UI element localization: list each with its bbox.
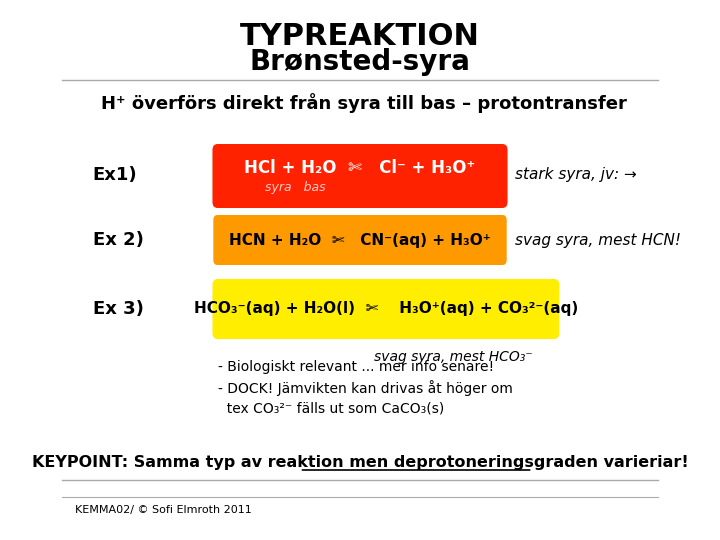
Text: Ex 2): Ex 2) [92,231,143,249]
FancyBboxPatch shape [212,279,559,339]
Text: - Biologiskt relevant ... mer info senare!
- DOCK! Jämvikten kan drivas åt höger: - Biologiskt relevant ... mer info senar… [217,360,513,416]
Text: KEYPOINT: Samma typ av reaktion men deprotoneringsgraden varieriar!: KEYPOINT: Samma typ av reaktion men depr… [32,456,688,470]
Text: Brønsted-syra: Brønsted-syra [250,48,470,76]
Text: syra   bas: syra bas [265,181,325,194]
Text: HCN + H₂O  ✄   CN⁻(aq) + H₃O⁺: HCN + H₂O ✄ CN⁻(aq) + H₃O⁺ [229,233,491,247]
Text: HCO₃⁻(aq) + H₂O(l)  ✄    H₃O⁺(aq) + CO₃²⁻(aq): HCO₃⁻(aq) + H₂O(l) ✄ H₃O⁺(aq) + CO₃²⁻(aq… [194,301,578,316]
Text: Ex1): Ex1) [92,166,137,184]
Text: svag syra, mest HCN!: svag syra, mest HCN! [516,233,681,247]
Text: svag syra, mest HCO₃⁻: svag syra, mest HCO₃⁻ [374,350,533,364]
Text: KEMMA02/ © Sofi Elmroth 2011: KEMMA02/ © Sofi Elmroth 2011 [76,505,252,515]
Text: Ex 3): Ex 3) [92,300,143,318]
Text: stark syra, jv: →: stark syra, jv: → [516,167,637,183]
Text: TYPREAKTION: TYPREAKTION [240,22,480,51]
FancyBboxPatch shape [213,215,507,265]
FancyBboxPatch shape [212,144,508,208]
Text: H⁺ överförs direkt från syra till bas – protontransfer: H⁺ överförs direkt från syra till bas – … [101,93,627,113]
Text: HCl + H₂O  ✄   Cl⁻ + H₃O⁺: HCl + H₂O ✄ Cl⁻ + H₃O⁺ [244,159,476,177]
